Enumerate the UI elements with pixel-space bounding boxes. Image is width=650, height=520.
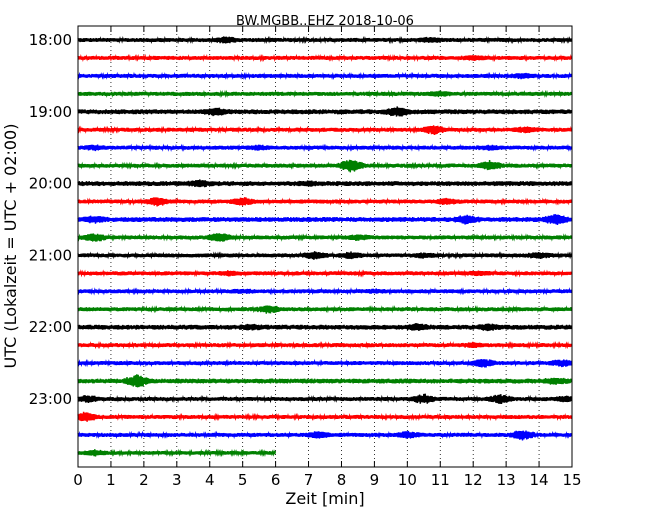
chart-title: BW.MGBB..EHZ 2018-10-06 xyxy=(236,14,414,29)
y-tick-label: 23:00 xyxy=(29,390,72,408)
x-tick-label: 10 xyxy=(398,471,417,489)
trace-line xyxy=(77,214,573,225)
trace-line xyxy=(77,340,573,350)
trace-line xyxy=(77,71,573,81)
x-tick-label: 6 xyxy=(271,471,281,489)
x-tick-label: 1 xyxy=(106,471,116,489)
y-tick-label: 18:00 xyxy=(29,31,72,49)
trace-line xyxy=(77,448,277,458)
x-tick-label: 0 xyxy=(73,471,83,489)
y-axis-label: UTC (Lokalzeit = UTC + 02:00) xyxy=(1,124,20,369)
trace-line xyxy=(77,251,573,260)
trace-line xyxy=(77,106,573,117)
trace-line xyxy=(77,233,573,242)
x-axis: 0 1 2 3 4 5 6 7 8 9 10 11 12 13 14 15 xyxy=(73,26,582,489)
trace-line xyxy=(77,430,573,441)
x-tick-label: 13 xyxy=(497,471,516,489)
trace-line xyxy=(77,411,573,422)
x-tick-label: 8 xyxy=(337,471,347,489)
trace-line xyxy=(77,358,573,368)
trace-line xyxy=(77,179,573,188)
trace-line xyxy=(77,89,573,99)
trace-line xyxy=(77,374,573,388)
x-tick-label: 3 xyxy=(172,471,182,489)
x-tick-label: 12 xyxy=(464,471,483,489)
x-tick-label: 7 xyxy=(304,471,314,489)
x-tick-label: 9 xyxy=(370,471,380,489)
trace-line xyxy=(77,323,573,332)
trace-line xyxy=(77,53,573,63)
x-axis-label: Zeit [min] xyxy=(285,489,364,508)
x-tick-label: 14 xyxy=(530,471,549,489)
x-tick-label: 2 xyxy=(139,471,149,489)
y-tick-label: 21:00 xyxy=(29,246,72,264)
trace-line xyxy=(77,125,573,135)
plot-frame xyxy=(77,25,573,468)
trace-line xyxy=(77,35,573,45)
trace-group xyxy=(77,35,573,458)
trace-line xyxy=(77,269,573,278)
y-tick-label: 22:00 xyxy=(29,318,72,336)
trace-line xyxy=(77,159,573,173)
trace-line xyxy=(77,393,573,405)
trace-line xyxy=(77,197,573,207)
grid-lines xyxy=(110,26,540,467)
trace-line xyxy=(77,305,573,314)
y-tick-label: 20:00 xyxy=(29,175,72,193)
y-axis: 18:00 19:00 20:00 21:00 22:00 23:00 xyxy=(29,31,572,408)
trace-line xyxy=(77,143,573,152)
y-tick-label: 19:00 xyxy=(29,103,72,121)
x-tick-label: 5 xyxy=(238,471,248,489)
x-tick-label: 15 xyxy=(562,471,581,489)
x-tick-label: 11 xyxy=(431,471,450,489)
x-tick-label: 4 xyxy=(205,471,215,489)
trace-line xyxy=(77,287,573,296)
